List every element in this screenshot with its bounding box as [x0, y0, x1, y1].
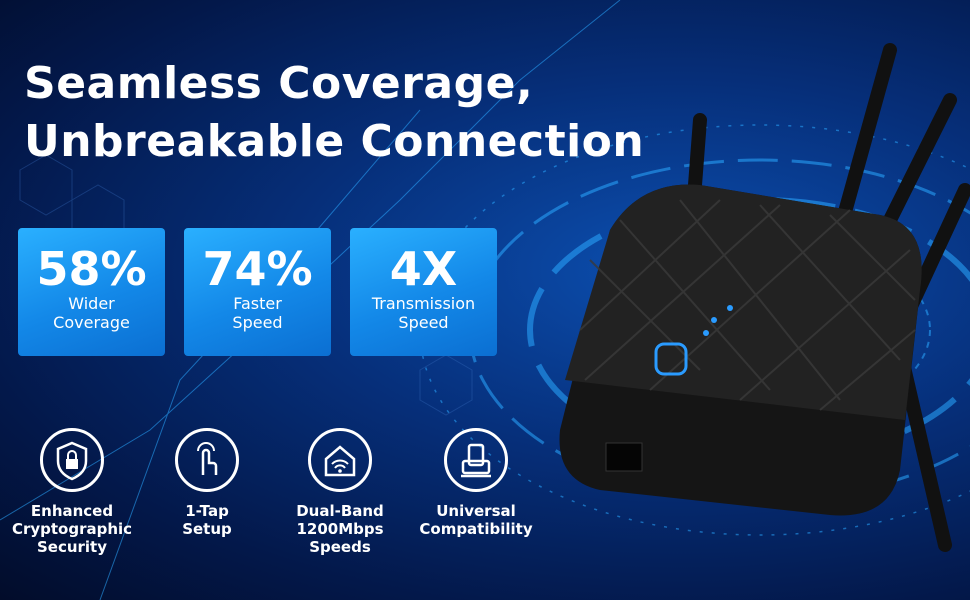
feature-label: Universal [436, 502, 516, 520]
feature-icon [175, 428, 239, 492]
stat-label: Transmission [371, 294, 476, 313]
stat-box: 4X Transmission Speed [350, 228, 497, 356]
feature: 1-Tap Setup [137, 428, 277, 538]
device [559, 43, 970, 552]
feature-icon [40, 428, 104, 492]
feature-icon [444, 428, 508, 492]
stat-value: 4X [389, 242, 458, 296]
feature-label: Compatibility [419, 520, 533, 538]
stat-label: Coverage [53, 313, 130, 332]
title-line: Seamless Coverage, [24, 58, 534, 109]
feature: Enhanced Cryptographic Security [2, 428, 142, 556]
feature: Dual-Band 1200Mbps Speeds [270, 428, 410, 556]
stat-label: Speed [398, 313, 449, 332]
stat-label: Speed [232, 313, 283, 332]
stat-value: 58% [36, 242, 147, 296]
stat-label: Wider [68, 294, 115, 313]
feature-label: Security [36, 538, 108, 556]
stat-value: 74% [202, 242, 313, 296]
feature-label: Speeds [309, 538, 371, 556]
feature-label: Setup [182, 520, 232, 538]
feature-label: Enhanced [30, 502, 114, 520]
feature-label: 1200Mbps [296, 520, 384, 538]
feature-label: Dual-Band [296, 502, 384, 520]
stat-box: 74% Faster Speed [184, 228, 331, 356]
feature-label: Cryptographic [11, 520, 133, 538]
title-line: Unbreakable Connection [24, 116, 645, 167]
stat-box: 58% Wider Coverage [18, 228, 165, 356]
feature-label: 1-Tap [185, 502, 229, 520]
feature-icon [308, 428, 372, 492]
stat-label: Faster [233, 294, 282, 313]
feature: Universal Compatibility [406, 428, 546, 538]
